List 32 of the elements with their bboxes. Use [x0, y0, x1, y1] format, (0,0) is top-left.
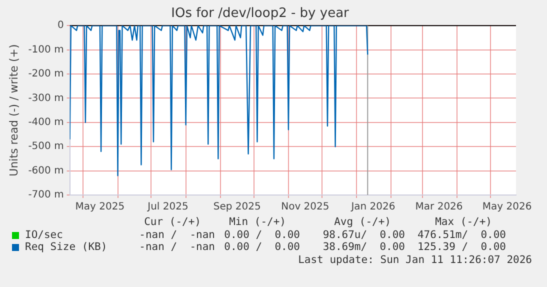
chart-title: IOs for /dev/loop2 - by year: [171, 6, 350, 22]
text: -nan / -nan: [139, 229, 215, 241]
x-tick-label: Nov 2025: [281, 202, 330, 213]
x-tick-label: May 2026: [482, 202, 532, 213]
y-tick-label: -300 m: [28, 92, 64, 104]
text: Cur (-/+): [144, 216, 201, 228]
text: 0.00 / 0.00: [224, 241, 300, 253]
y-tick-label: -400 m: [28, 116, 64, 128]
text: Avg (-/+): [334, 216, 391, 228]
x-tick-label: Jul 2025: [146, 202, 188, 213]
x-tick-label: Sep 2025: [213, 202, 261, 213]
text: -nan / -nan: [139, 241, 215, 253]
legend-label: IO/sec: [25, 229, 63, 241]
x-tick-label: Mar 2026: [415, 202, 463, 213]
x-tick-label: May 2025: [75, 202, 125, 213]
text: 98.67u/ 0.00: [322, 229, 405, 241]
text: Last update: Sun Jan 11 11:26:07 2026: [298, 254, 532, 266]
y-tick-label: -700 m: [28, 190, 64, 201]
x-tick-label: Jan 2026: [350, 202, 396, 213]
legend-label: Req Size (KB): [25, 241, 108, 253]
y-tick-label: -100 m: [28, 44, 64, 56]
y-axis-title: Units read (-) / write (+): [7, 44, 20, 176]
text: 38.69m/ 0.00: [322, 241, 405, 253]
y-tick-label: -500 m: [28, 141, 64, 152]
text: Max (-/+): [435, 216, 492, 228]
text: 476.51m/ 0.00: [417, 229, 506, 241]
y-tick-label: -600 m: [28, 165, 64, 176]
text: 0.00 / 0.00: [224, 229, 300, 241]
y-tick-label: -200 m: [28, 68, 64, 80]
text: Min (-/+): [229, 216, 286, 228]
text: 125.39 / 0.00: [417, 241, 506, 253]
y-tick-label: 0: [57, 20, 64, 32]
